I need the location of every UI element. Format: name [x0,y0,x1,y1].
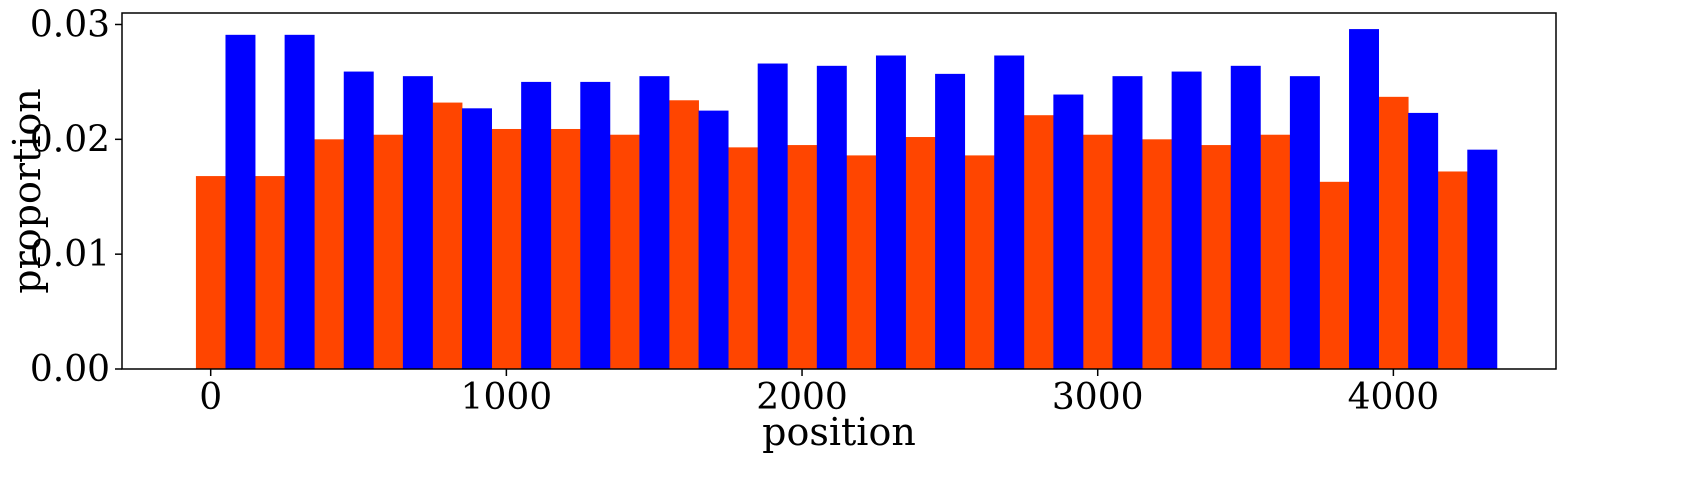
bar-series1-bin4 [432,102,463,370]
bar-series2-bin11 [875,55,906,369]
bar-series1-bin19 [1319,181,1350,369]
bar-series1-bin13 [964,155,995,369]
x-tick-label: 3000 [1052,377,1144,418]
bars-layer [195,29,1498,370]
x-axis-label: position [762,410,916,454]
x-tick-label: 0 [199,377,222,418]
bar-series1-bin20 [1378,96,1409,369]
bar-series1-bin2 [314,139,345,369]
bar-series2-bin2 [343,71,374,369]
bar-series1-bin21 [1437,171,1468,369]
bar-series2-bin6 [580,81,611,369]
bar-series1-bin18 [1260,134,1291,369]
plot-frame [121,12,1557,370]
bar-series1-bin12 [905,137,936,369]
bar-series1-bin16 [1142,139,1173,369]
bar-series2-bin14 [1053,94,1084,369]
bar-series2-bin15 [1112,76,1143,370]
bar-series2-bin18 [1289,76,1320,370]
bar-series1-bin3 [373,134,404,369]
bar-series1-bin7 [609,134,640,369]
bar-series1-bin5 [491,128,522,369]
bar-series2-bin0 [225,34,256,369]
bar-series2-bin21 [1467,149,1498,369]
bar-series1-bin6 [550,128,581,369]
bar-series1-bin8 [668,100,699,370]
y-axis-label: proportion [5,88,49,294]
bar-series2-bin17 [1230,65,1261,369]
bar-series1-bin0 [195,176,226,369]
bar-series2-bin8 [698,110,729,369]
bar-series2-bin19 [1349,29,1379,369]
bar-series2-bin4 [462,108,492,369]
bar-series2-bin16 [1171,71,1202,369]
y-tick-label: 0.02 [30,119,110,160]
bar-series2-bin9 [757,63,788,370]
bar-series2-bin7 [639,76,670,370]
bar-series1-bin17 [1201,145,1232,369]
bar-series2-bin1 [284,34,315,369]
y-tick-label: 0.00 [30,349,110,390]
bar-series1-bin10 [787,145,818,369]
bar-series2-bin10 [816,65,847,369]
x-tick-label: 4000 [1348,377,1440,418]
bar-series1-bin14 [1023,115,1054,369]
bar-series2-bin12 [935,73,966,370]
y-tick-label: 0.03 [30,4,110,45]
bar-series2-bin20 [1408,112,1439,370]
bar-series1-bin15 [1082,134,1113,369]
bar-series1-bin1 [255,176,286,369]
bar-series2-bin5 [521,81,552,369]
bar-series1-bin9 [728,147,759,369]
bar-series2-bin13 [994,55,1025,369]
y-tick-label: 0.01 [30,234,110,275]
x-tick-label: 1000 [461,377,553,418]
y-axis-ticks: 0.00 0.01 0.02 0.03 [30,4,122,390]
bar-series1-bin11 [846,155,877,369]
bar-series2-bin3 [402,76,433,370]
x-tick-label: 2000 [756,377,848,418]
x-axis-ticks: 0 1000 2000 3000 4000 [199,369,1439,418]
